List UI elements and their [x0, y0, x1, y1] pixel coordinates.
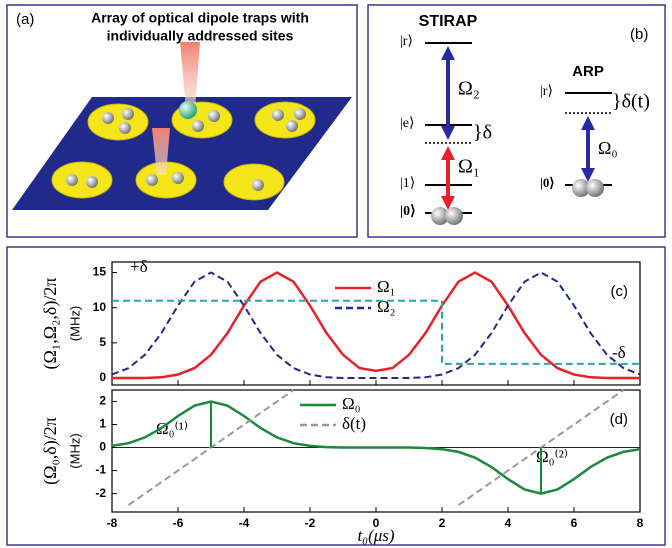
y-tick-label: -1	[95, 463, 106, 477]
y-tick-label: 10	[93, 300, 107, 314]
y-tick-label: 0	[99, 370, 106, 384]
plots: 051015(Ω₁,Ω₂,δ)/2π(MHz)(c)+δ-δΩ₁Ω₂-2-101…	[40, 257, 644, 545]
rabi-label: Ω₂	[458, 78, 480, 100]
panel-label: (c)	[611, 283, 629, 300]
plot-frame	[112, 262, 640, 385]
rabi-label: Ω₀	[598, 138, 618, 158]
y-tick-label: 0	[99, 440, 106, 454]
addressed-atom	[179, 101, 197, 119]
x-tick-label: 2	[439, 516, 446, 530]
panel-b: (b) STIRAP ARP |r⟩ |e⟩ |1⟩ |0⟩ Ω₂ Ω₁ }δ …	[368, 5, 665, 237]
x-tick-label: -4	[239, 516, 250, 530]
panel-label: (a)	[16, 11, 34, 28]
panel-title: individually addressed sites	[107, 28, 294, 44]
y-axis-label: (Ω₁,Ω₂,δ)/2π	[40, 278, 61, 370]
scheme-title: STIRAP	[419, 13, 478, 30]
legend-label: δ(t)	[342, 414, 366, 433]
panel-a: (a) Array of optical dipole traps with i…	[7, 5, 357, 237]
y-axis-label: (Ω₀,δ)/2π	[40, 417, 61, 485]
level-label: |r⟩	[540, 84, 553, 99]
detuning-label: }δ	[473, 122, 492, 144]
series-line	[112, 273, 640, 379]
scheme-title: ARP	[572, 63, 604, 80]
series-line	[112, 273, 640, 379]
x-tick-label: -2	[305, 516, 316, 530]
x-axis-label: t₀(μs)	[357, 526, 394, 545]
annotation: +δ	[130, 257, 148, 276]
level-label: |1⟩	[400, 176, 415, 191]
x-tick-label: -6	[173, 516, 184, 530]
rabi-label: Ω₁	[458, 156, 480, 178]
annotation: -δ	[612, 343, 626, 362]
panel-label: (b)	[630, 26, 648, 43]
y-axis-unit: (MHz)	[67, 306, 82, 341]
x-tick-label: 4	[505, 516, 512, 530]
x-tick-label: 6	[571, 516, 578, 530]
y-tick-label: 15	[93, 265, 107, 279]
level-label: |0⟩	[540, 175, 554, 190]
legend-label: Ω₁	[377, 277, 396, 296]
level-label: |r⟩	[400, 34, 413, 49]
level-label: |e⟩	[400, 116, 414, 131]
level-label: |0⟩	[400, 204, 416, 219]
x-tick-label: 8	[637, 516, 644, 530]
y-tick-label: 1	[99, 417, 106, 431]
x-tick-label: -8	[107, 516, 118, 530]
y-tick-label: 2	[99, 394, 106, 408]
detuning-label: }δ(t)	[612, 91, 650, 113]
figure: (a) Array of optical dipole traps with i…	[0, 0, 672, 548]
panel-label: (d)	[610, 411, 628, 428]
y-axis-unit: (MHz)	[67, 433, 82, 468]
panel-title: Array of optical dipole traps with	[91, 10, 309, 26]
series-line	[112, 301, 640, 364]
y-tick-label: 5	[99, 335, 106, 349]
legend-label: Ω₀	[342, 394, 361, 413]
y-tick-label: -2	[95, 486, 106, 500]
